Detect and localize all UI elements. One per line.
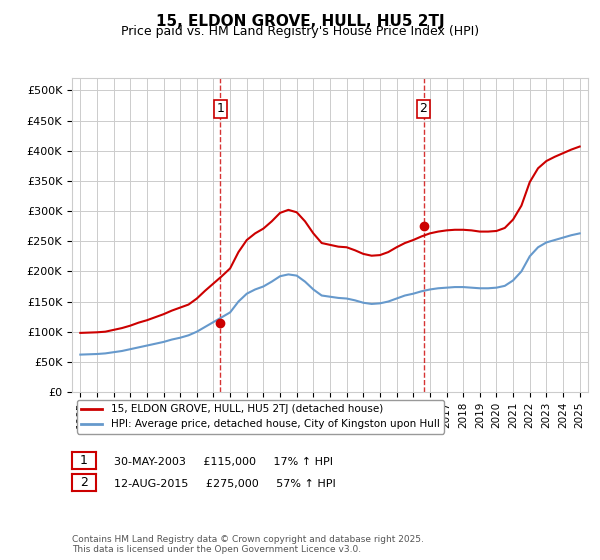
Text: 2: 2 [80, 476, 88, 489]
Legend: 15, ELDON GROVE, HULL, HU5 2TJ (detached house), HPI: Average price, detached ho: 15, ELDON GROVE, HULL, HU5 2TJ (detached… [77, 400, 443, 433]
Text: 1: 1 [217, 102, 224, 115]
Text: 1: 1 [80, 454, 88, 467]
Text: Contains HM Land Registry data © Crown copyright and database right 2025.
This d: Contains HM Land Registry data © Crown c… [72, 535, 424, 554]
Text: Price paid vs. HM Land Registry's House Price Index (HPI): Price paid vs. HM Land Registry's House … [121, 25, 479, 38]
Text: 15, ELDON GROVE, HULL, HU5 2TJ: 15, ELDON GROVE, HULL, HU5 2TJ [155, 14, 445, 29]
Text: 12-AUG-2015     £275,000     57% ↑ HPI: 12-AUG-2015 £275,000 57% ↑ HPI [114, 479, 336, 489]
Text: 2: 2 [419, 102, 427, 115]
Text: 30-MAY-2003     £115,000     17% ↑ HPI: 30-MAY-2003 £115,000 17% ↑ HPI [114, 457, 333, 467]
